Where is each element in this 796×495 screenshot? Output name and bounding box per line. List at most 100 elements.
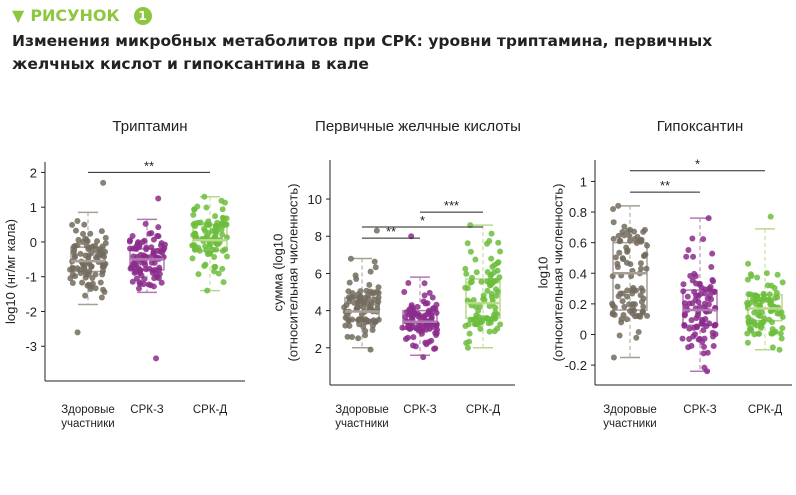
data-point [205,218,212,225]
data-point [466,338,473,345]
y-tick-label: 0 [30,235,37,250]
data-point [70,249,77,256]
data-point [644,312,651,319]
data-point [485,320,492,327]
data-point [751,331,758,338]
data-point [360,304,367,311]
data-point [643,265,650,272]
y-tick-label: 6 [315,266,322,281]
data-point [355,335,362,342]
data-point [609,309,616,316]
data-point [370,290,377,297]
data-point [619,229,626,236]
x-tick-label: Здоровые [603,404,657,416]
y-tick-label: -0.2 [565,358,587,373]
data-point [462,322,469,329]
data-point [627,237,634,244]
data-point [82,252,89,259]
significance-label: ** [386,224,396,239]
data-point [709,250,716,257]
data-point [82,292,89,299]
y-tick-label: -2 [25,304,37,319]
data-point [197,219,204,226]
data-point [373,227,380,234]
data-point [67,275,74,282]
data-point [367,346,374,353]
x-tick-label: СРК-З [403,404,437,416]
data-point [190,221,197,228]
data-point [420,354,427,361]
data-point [212,213,219,220]
data-point [689,235,696,242]
data-point [630,287,637,294]
data-point [689,277,696,284]
data-point [779,314,786,321]
data-point [362,332,369,339]
data-point [628,273,635,280]
data-point [372,264,379,271]
data-point [192,245,199,252]
y-tick-label: 10 [308,192,322,207]
data-point [352,272,359,279]
data-point [489,263,496,270]
data-point [421,292,428,299]
data-point [486,303,493,310]
data-point [102,234,109,241]
data-point [774,271,781,278]
data-point [81,265,88,272]
data-point [212,240,219,247]
data-point [771,284,778,291]
data-point [763,270,770,277]
data-point [685,247,692,254]
data-point [609,273,616,280]
data-point [155,224,162,231]
data-point [472,256,479,263]
data-point [744,302,751,309]
data-point [614,260,621,267]
data-point [219,247,226,254]
y-tick-label: 8 [315,229,322,244]
y-tick-label: 2 [315,341,322,356]
data-point [190,231,197,238]
data-point [86,268,93,275]
data-point [143,246,150,253]
data-point [766,291,773,298]
y-axis-label: сумма (log10 [271,234,286,312]
data-point [701,335,708,342]
data-point [639,308,646,315]
data-point [707,283,714,290]
data-point [421,280,428,287]
data-point [129,278,136,285]
data-point [754,274,761,281]
data-point [132,268,139,275]
data-point [130,245,137,252]
data-point [82,235,89,242]
significance-label: ** [660,178,670,193]
data-point [72,273,79,280]
data-point [220,279,227,286]
data-point [202,227,209,234]
y-tick-label: 0.4 [569,266,587,281]
data-point [69,221,76,228]
data-point [429,294,436,301]
data-point [745,260,752,267]
data-point [102,240,109,247]
data-point [94,238,101,245]
data-point [610,206,617,213]
data-point [212,223,219,230]
data-point [418,330,425,337]
data-point [137,268,144,275]
data-point [350,294,357,301]
data-point [772,294,779,301]
data-point [401,289,408,296]
data-point [148,259,155,266]
data-point [423,321,430,328]
data-point [700,350,707,357]
data-point [631,228,638,235]
data-point [349,334,356,341]
data-point [69,280,76,287]
data-point [701,343,708,350]
data-point [156,264,163,271]
x-tick-label: СРК-Д [466,404,501,416]
data-point [709,329,716,336]
